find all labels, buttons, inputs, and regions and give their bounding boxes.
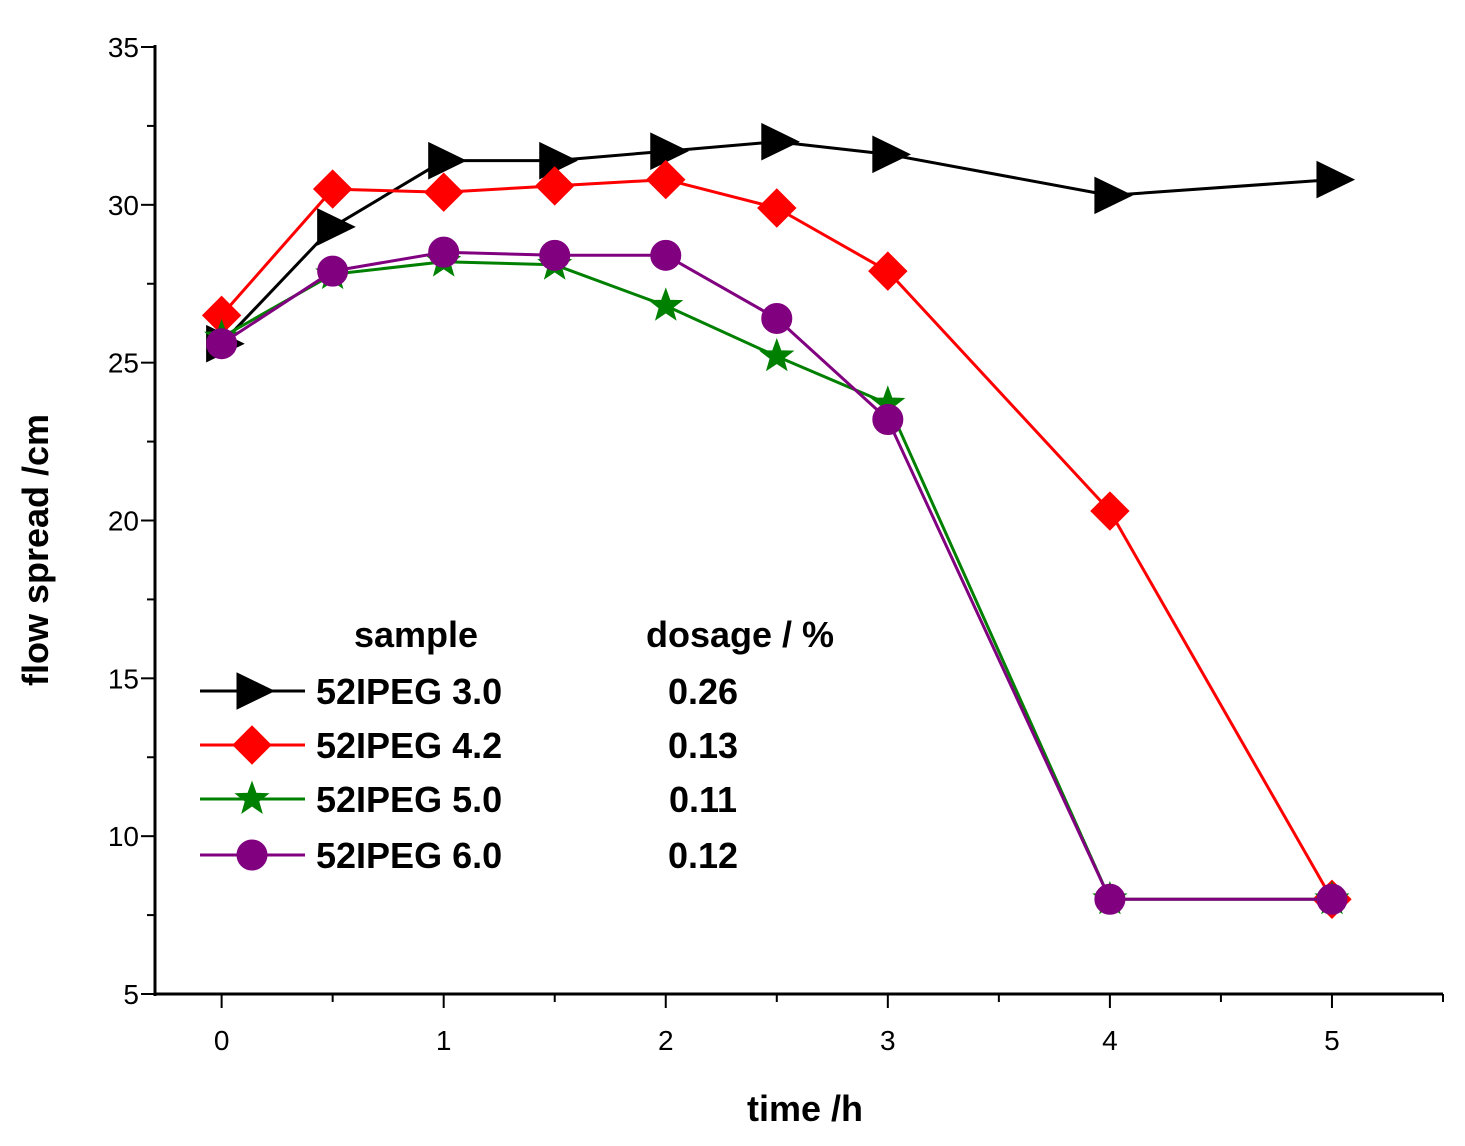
data-point (206, 328, 238, 360)
legend-dosage: 0.13 (668, 725, 738, 766)
y-tick-label: 20 (108, 506, 139, 537)
data-point (317, 255, 349, 287)
data-point (1316, 883, 1348, 915)
y-tick-label: 30 (108, 190, 139, 221)
data-point (650, 132, 689, 170)
data-point (317, 208, 356, 246)
legend-dosage: 0.12 (668, 835, 738, 876)
data-point (423, 172, 464, 212)
legend-series-name: 52IPEG 5.0 (316, 779, 502, 820)
data-point (1094, 176, 1134, 215)
legend-swatch-marker (234, 780, 270, 814)
data-point (761, 122, 800, 161)
y-tick-label: 25 (108, 348, 139, 379)
legend-dosage: 0.26 (668, 671, 738, 712)
legend: sample dosage / % 52IPEG 3.0 0.26 52IPEG 4… (200, 614, 834, 876)
legend-swatch-marker (232, 725, 272, 765)
data-point (872, 135, 911, 174)
x-axis-title: time /h (747, 1088, 863, 1129)
legend-series-name: 52IPEG 3.0 (316, 671, 502, 712)
data-point (428, 141, 467, 180)
legend-header-sample: sample (354, 614, 478, 655)
legend-entry: 52IPEG 6.0 0.12 (200, 835, 738, 876)
data-point (872, 403, 904, 435)
y-tick-label: 15 (108, 663, 139, 694)
data-point (868, 251, 908, 291)
data-point (539, 239, 571, 271)
legend-swatch-marker (236, 839, 268, 871)
data-point (428, 236, 460, 268)
x-tick-label: 1 (436, 1025, 452, 1056)
data-point (759, 337, 795, 372)
axis-ticks (141, 46, 1444, 1008)
legend-entry: 52IPEG 4.2 0.13 (200, 725, 738, 766)
tick-labels: 0 1 2 3 4 5 5 10 15 20 25 30 35 (108, 32, 1340, 1056)
x-tick-label: 2 (658, 1025, 674, 1056)
data-point (648, 287, 684, 321)
y-tick-label: 10 (108, 821, 139, 852)
legend-series-name: 52IPEG 4.2 (316, 725, 502, 766)
legend-swatch-marker (236, 672, 276, 710)
data-point (1090, 491, 1130, 531)
x-tick-label: 4 (1102, 1025, 1118, 1056)
legend-entries: 52IPEG 3.0 0.26 52IPEG 4.2 0.13 52IPEG 5.0 0.… (200, 671, 738, 876)
data-point (1316, 160, 1356, 199)
data-point (1094, 883, 1126, 915)
data-point (761, 302, 793, 334)
x-tick-label: 0 (214, 1025, 230, 1056)
x-tick-label: 3 (880, 1025, 896, 1056)
data-point (757, 188, 797, 228)
data-point (650, 239, 682, 271)
data-point (539, 141, 578, 180)
x-tick-label: 5 (1324, 1025, 1340, 1056)
y-tick-label: 35 (108, 32, 139, 63)
legend-entry: 52IPEG 3.0 0.26 (200, 671, 738, 712)
series-52IPEG-6_0 (206, 236, 1348, 915)
y-axis-title: flow spread /cm (15, 414, 56, 686)
legend-dosage: 0.11 (669, 779, 737, 820)
series-layer (201, 122, 1356, 920)
legend-entry: 52IPEG 5.0 0.11 (200, 779, 737, 820)
y-tick-label: 5 (123, 979, 139, 1010)
data-point (646, 159, 686, 200)
data-point (535, 166, 575, 206)
legend-header-dosage: dosage / % (646, 614, 834, 655)
legend-series-name: 52IPEG 6.0 (316, 835, 502, 876)
data-point (312, 169, 353, 209)
